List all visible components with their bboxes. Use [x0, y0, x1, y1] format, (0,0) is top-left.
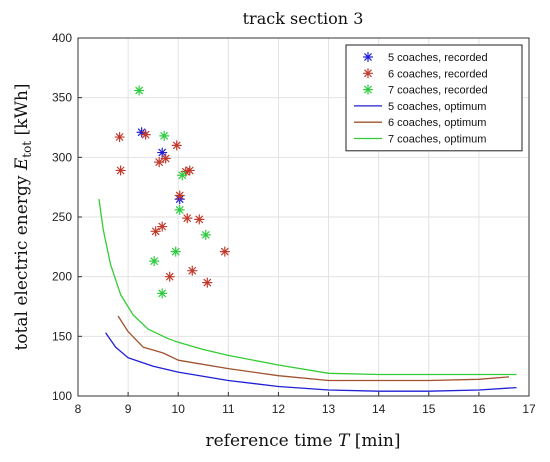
legend-entry-label: 6 coaches, optimum — [388, 117, 486, 129]
x-tick-label: 10 — [172, 402, 186, 416]
data-point-7-coaches-recorded — [134, 85, 145, 96]
legend: 5 coaches, recorded 6 coaches, recorded 7 … — [345, 44, 523, 152]
y-axis-label-text: total electric energy — [12, 170, 32, 350]
y-tick-label: 400 — [52, 31, 72, 45]
chart-title: track section 3 — [243, 9, 364, 28]
data-point-7-coaches-recorded — [174, 204, 185, 215]
data-point-7-coaches-recorded — [149, 256, 160, 267]
legend-entry-label: 5 coaches, optimum — [388, 101, 486, 113]
data-point-7-coaches-recorded — [159, 130, 170, 141]
x-axis-label-text: reference time — [205, 431, 338, 451]
data-point-6-coaches-recorded — [114, 131, 125, 143]
data-point-6-coaches-recorded — [219, 246, 230, 257]
x-tick-label: 11 — [222, 402, 235, 416]
x-axis-label: reference time T [min] — [205, 431, 400, 451]
x-tick-label: 12 — [272, 402, 286, 416]
data-point-6-coaches-recorded — [171, 140, 182, 151]
y-tick-label: 300 — [52, 150, 72, 164]
legend-entry-label: 5 coaches, recorded — [388, 52, 488, 64]
x-tick-label: 14 — [372, 402, 386, 416]
y-tick-label: 150 — [52, 329, 72, 343]
x-tick-label: 8 — [75, 402, 82, 416]
x-tick-label: 16 — [472, 402, 486, 416]
data-point-7-coaches-recorded — [177, 170, 188, 181]
data-point-6-coaches-recorded — [187, 265, 198, 276]
optimum-curves — [98, 199, 517, 392]
y-tick-label: 200 — [52, 270, 72, 284]
data-point-6-coaches-recorded — [174, 190, 185, 201]
legend-entry-label: 6 coaches, recorded — [388, 68, 488, 80]
x-axis-label-var: T — [338, 431, 351, 451]
y-axis-ticks: 100 150 200 250 300 350 400 — [52, 31, 82, 403]
legend-marker-swatch — [362, 68, 374, 79]
legend-box — [345, 44, 523, 152]
data-point-6-coaches-recorded — [182, 213, 193, 224]
y-axis-label-sub: tot — [20, 141, 34, 158]
x-tick-label: 13 — [322, 402, 336, 416]
series-line-7-coaches-optimum — [98, 199, 517, 376]
data-point-7-coaches-recorded — [200, 229, 211, 240]
data-point-6-coaches-recorded — [184, 165, 195, 176]
data-point-6-coaches-recorded — [164, 271, 175, 282]
y-axis-label-unit: [kWh] — [12, 83, 32, 140]
data-point-6-coaches-recorded — [160, 153, 171, 164]
data-point-7-coaches-recorded — [157, 288, 168, 299]
legend-entry-label: 7 coaches, optimum — [388, 134, 486, 146]
recorded-markers — [114, 85, 230, 299]
data-point-6-coaches-recorded — [157, 221, 168, 232]
data-point-6-coaches-recorded — [140, 129, 151, 140]
data-point-6-coaches-recorded — [150, 226, 161, 237]
data-point-7-coaches-recorded — [170, 246, 181, 257]
x-axis-label-unit: [min] — [349, 431, 400, 451]
legend-entry-label: 7 coaches, recorded — [388, 85, 488, 97]
legend-marker-swatch — [362, 51, 374, 63]
y-tick-label: 100 — [52, 389, 72, 403]
x-axis-ticks: 8 9 10 11 12 13 14 15 16 17 — [75, 392, 536, 416]
series-line-6-coaches-optimum — [117, 315, 510, 382]
x-tick-label: 15 — [422, 402, 436, 416]
series-line-5-coaches-optimum — [105, 332, 517, 392]
x-tick-label: 17 — [522, 402, 536, 416]
y-tick-label: 250 — [52, 210, 72, 224]
data-point-6-coaches-recorded — [194, 214, 205, 225]
x-tick-label: 9 — [125, 402, 132, 416]
y-axis-label-var: E — [12, 157, 32, 171]
data-point-6-coaches-recorded — [202, 277, 213, 288]
y-tick-label: 350 — [52, 91, 72, 105]
legend-marker-swatch — [362, 84, 374, 95]
y-axis-label: total electric energy Etot [kWh] — [12, 83, 34, 350]
data-point-6-coaches-recorded — [115, 165, 126, 176]
